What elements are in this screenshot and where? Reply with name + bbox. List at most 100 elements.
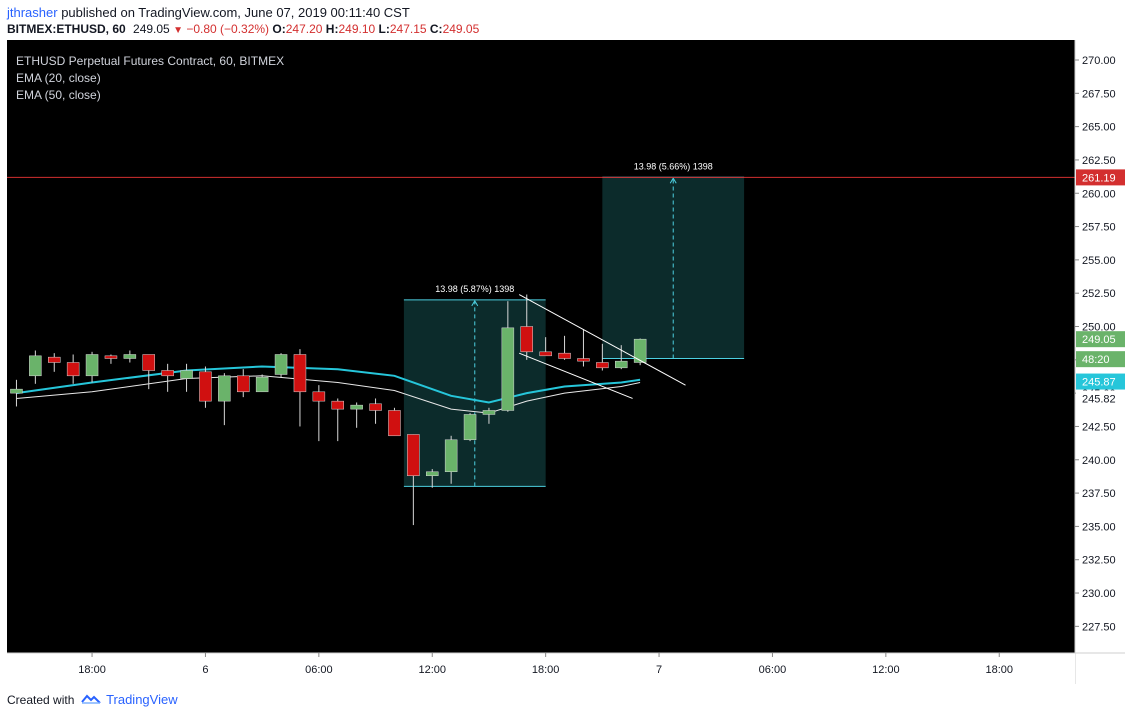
close-label: C: [429, 22, 443, 36]
candle-body-26 [501, 327, 515, 411]
candle-32 [615, 345, 628, 370]
candle-28 [539, 337, 552, 357]
candle-22 [426, 469, 439, 488]
candle-body-25 [482, 410, 496, 415]
trendline-0 [518, 294, 686, 386]
candle-6 [123, 350, 137, 363]
candle-body-27 [520, 326, 533, 353]
x-tick-label-2: 06:00 [305, 664, 333, 676]
candle-body-21 [407, 434, 420, 477]
chart-area[interactable]: 13.98 (5.87%) 1398 13.98 (5.66%) 1398 270.… [7, 40, 1125, 684]
y-tick-label-11: 242.50 [1082, 421, 1116, 433]
candle-body-11 [218, 375, 231, 402]
candle-21 [407, 434, 420, 526]
candle-12 [237, 369, 250, 398]
candle-body-7 [142, 354, 155, 371]
tradingview-logo-icon [80, 694, 101, 704]
candle-body-28 [539, 351, 552, 357]
y-tick-label-0: 270.00 [1082, 55, 1116, 67]
candle-31 [596, 343, 609, 371]
candle-11 [218, 373, 231, 426]
candle-body-0 [10, 388, 23, 394]
x-tick-label-8: 18:00 [985, 664, 1013, 676]
publish-header: jthrasher published on TradingView.com, … [0, 0, 1131, 40]
price-label-bg-1 [1076, 331, 1125, 348]
y-tick-label-17: 227.50 [1082, 621, 1116, 633]
author-link[interactable]: jthrasher [7, 5, 58, 20]
legend-ema50: EMA (50, close) [16, 88, 101, 102]
y-tick-label-2: 265.00 [1082, 122, 1116, 134]
y-tick-label-16: 230.00 [1082, 588, 1116, 600]
publish-line: jthrasher published on TradingView.com, … [7, 5, 410, 20]
candle-15 [293, 349, 307, 427]
x-tick-label-1: 6 [202, 664, 208, 676]
y-tick-label-8: 250.00 [1082, 322, 1116, 334]
candle-33 [633, 338, 647, 366]
high-label: H: [325, 22, 339, 36]
y-tick-label-4: 260.00 [1082, 188, 1116, 200]
legend-ema20: EMA (20, close) [16, 71, 101, 85]
x-tick-label-6: 06:00 [759, 664, 787, 676]
candle-body-5 [104, 355, 118, 359]
candle-body-22 [426, 471, 439, 477]
candle-1 [29, 350, 42, 384]
candle-16 [312, 385, 326, 442]
price-label-bg-0 [1076, 169, 1125, 186]
x-tick-label-5: 7 [656, 664, 662, 676]
price-label-1: 249.05 [1082, 334, 1116, 346]
candle-2 [48, 353, 61, 372]
price-change: −0.80 (−0.32%) [186, 22, 270, 36]
candle-body-16 [312, 391, 326, 402]
candle-7 [142, 354, 155, 390]
candle-body-20 [388, 410, 401, 437]
symbol-line: BITMEX:ETHUSD, 60 249.05 ▼ −0.80 (−0.32%… [7, 22, 479, 36]
low-value: 247.15 [389, 22, 427, 36]
trendline-1 [519, 352, 633, 399]
x-tick-label-0: 18:00 [78, 664, 106, 676]
candle-body-14 [274, 354, 288, 375]
tradingview-brand-link[interactable]: TradingView [106, 692, 178, 707]
candle-body-18 [350, 404, 363, 410]
candle-body-31 [596, 362, 609, 369]
price-label-bg-2 [1076, 351, 1125, 368]
candle-27 [520, 294, 533, 360]
measure-arrowhead-1 [669, 177, 677, 184]
y-tick-label-5: 257.50 [1082, 222, 1116, 234]
candle-23 [444, 435, 458, 484]
candle-body-23 [444, 439, 458, 473]
open-value: 247.20 [285, 22, 323, 36]
price-label-3: 245.87 [1082, 377, 1116, 389]
candle-24 [463, 413, 477, 442]
created-with-text: Created with [7, 693, 75, 707]
price-label-bg-4 [1076, 390, 1125, 407]
candle-body-6 [123, 354, 137, 359]
candle-body-32 [615, 360, 628, 369]
published-text: published on TradingView.com, June 07, 2… [61, 5, 410, 20]
chart-svg[interactable]: 13.98 (5.87%) 1398 13.98 (5.66%) 1398 270.… [7, 40, 1125, 684]
footer: Created with TradingView [7, 692, 178, 707]
chart-legend: ETHUSD Perpetual Futures Contract, 60, B… [16, 53, 284, 104]
candle-body-17 [331, 400, 344, 410]
y-tick-label-15: 232.50 [1082, 555, 1116, 567]
price-label-0: 261.19 [1082, 172, 1116, 184]
measure-arrowhead-0 [471, 299, 479, 307]
y-tick-label-12: 240.00 [1082, 455, 1116, 467]
candle-29 [558, 335, 571, 360]
candle-body-30 [577, 358, 590, 362]
close-value: 249.05 [442, 22, 480, 36]
price-label-4: 245.82 [1082, 393, 1116, 405]
candle-body-1 [29, 355, 42, 377]
candle-10 [199, 366, 212, 408]
candle-5 [104, 354, 118, 364]
candle-13 [255, 374, 269, 393]
candle-body-4 [85, 354, 99, 377]
y-tick-label-13: 237.50 [1082, 488, 1116, 500]
y-tick-label-14: 235.00 [1082, 521, 1116, 533]
ema50-line [16, 375, 641, 414]
candle-body-15 [293, 354, 307, 393]
candle-4 [85, 351, 99, 383]
price-label-2: 48:20 [1082, 354, 1110, 366]
candle-20 [388, 407, 401, 437]
candle-17 [331, 398, 344, 442]
x-tick-label-7: 12:00 [872, 664, 900, 676]
